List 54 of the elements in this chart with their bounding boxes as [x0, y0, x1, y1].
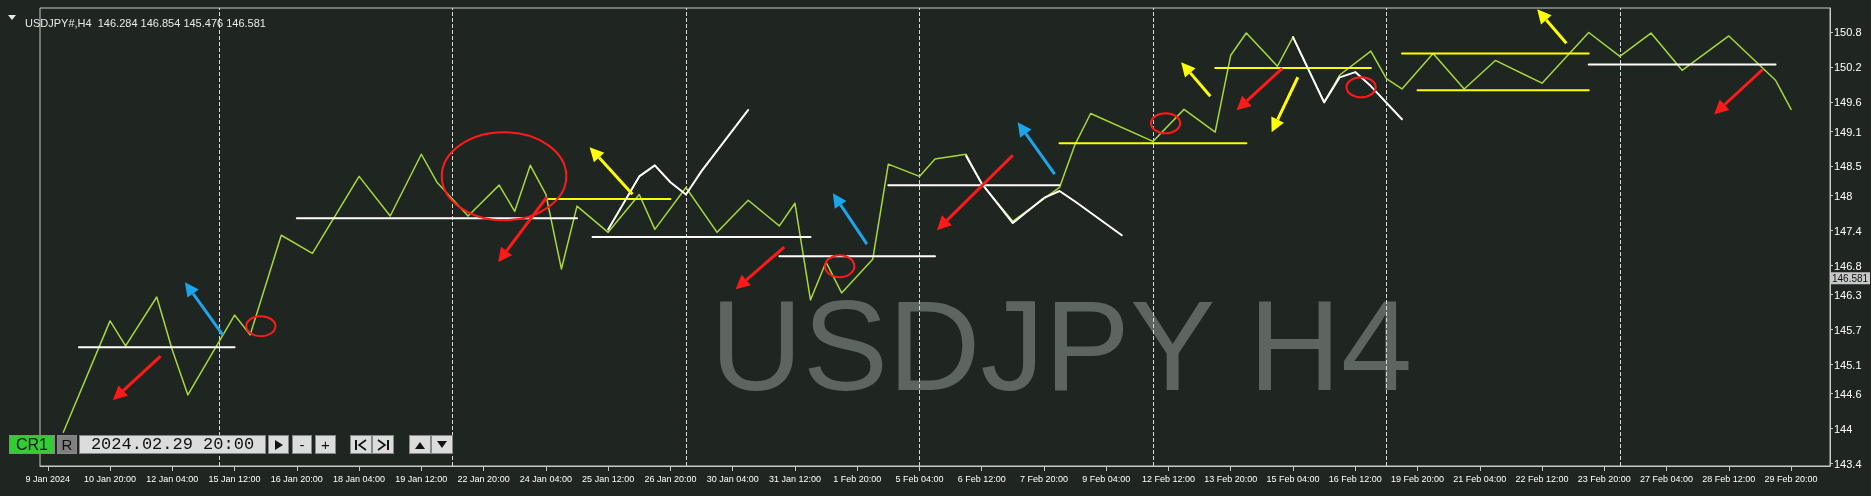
x-tick-label: 28 Feb 12:00 — [1702, 473, 1756, 484]
annotation: + — [321, 436, 330, 453]
x-tick-label: 27 Feb 04:00 — [1640, 473, 1694, 484]
y-tick-label: 148.5 — [1834, 160, 1862, 173]
x-tick-label: 15 Jan 12:00 — [208, 473, 261, 484]
annotation: USDJPY H4 — [710, 273, 1413, 417]
x-tick-label: 25 Jan 12:00 — [582, 473, 635, 484]
x-tick-label: 23 Feb 20:00 — [1577, 473, 1631, 484]
x-tick-label: 7 Feb 20:00 — [1019, 473, 1068, 484]
annotation: CR1 — [15, 435, 48, 454]
y-tick-label: 143.4 — [1834, 457, 1862, 470]
line-series — [607, 108, 750, 231]
annotation: - — [299, 436, 305, 453]
x-tick-label: 24 Jan 04:00 — [519, 473, 572, 484]
x-tick-label: 13 Feb 20:00 — [1204, 473, 1258, 484]
annotation: 2024.02.29 20:00 — [90, 435, 255, 454]
x-tick-label: 26 Jan 20:00 — [644, 473, 697, 484]
annotation: 146.581 — [1832, 272, 1869, 284]
x-tick-label: 19 Feb 20:00 — [1391, 473, 1445, 484]
line-series — [1292, 36, 1403, 121]
x-tick-label: 22 Feb 12:00 — [1515, 473, 1569, 484]
text: USDJPY#,H4 146.284 146.854 145.476 146.581 — [25, 16, 266, 29]
x-tick-label: 30 Jan 04:00 — [706, 473, 759, 484]
x-tick-label: 22 Jan 20:00 — [457, 473, 510, 484]
x-tick-label: 16 Jan 20:00 — [270, 473, 323, 484]
x-tick-label: 9 Feb 04:00 — [1082, 473, 1131, 484]
y-tick-label: 149.1 — [1834, 125, 1862, 138]
x-tick-label: 19 Jan 12:00 — [395, 473, 448, 484]
y-tick-label: 147.4 — [1834, 224, 1862, 237]
y-tick-label: 144 — [1834, 422, 1853, 435]
x-tick-label: 5 Feb 04:00 — [895, 473, 944, 484]
y-tick-label: 150.8 — [1834, 26, 1862, 39]
x-tick-label: 21 Feb 04:00 — [1453, 473, 1507, 484]
y-tick-label: 150.2 — [1834, 61, 1862, 74]
annotation: R — [61, 436, 73, 453]
x-tick-label: 10 Jan 20:00 — [84, 473, 137, 484]
y-tick-label: 146.8 — [1834, 259, 1862, 272]
y-tick-label: 145.7 — [1834, 323, 1862, 336]
x-tick-label: 18 Jan 04:00 — [333, 473, 386, 484]
x-tick-label: 6 Feb 12:00 — [957, 473, 1006, 484]
y-tick-label: 148 — [1834, 189, 1853, 202]
x-tick-label: 16 Feb 12:00 — [1328, 473, 1382, 484]
y-tick-label: 146.3 — [1834, 288, 1862, 301]
x-tick-label: 29 Feb 20:00 — [1764, 473, 1818, 484]
x-tick-label: 1 Feb 20:00 — [833, 473, 882, 484]
x-tick-label: 31 Jan 12:00 — [768, 473, 821, 484]
x-tick-label: 9 Jan 2024 — [25, 473, 71, 484]
x-tick-label: 12 Jan 04:00 — [146, 473, 199, 484]
x-tick-label: 15 Feb 04:00 — [1266, 473, 1320, 484]
y-tick-label: 149.6 — [1834, 96, 1862, 109]
line-series — [62, 31, 1792, 433]
y-tick-label: 145.1 — [1834, 358, 1862, 371]
x-tick-label: 12 Feb 12:00 — [1141, 473, 1195, 484]
y-tick-label: 144.6 — [1834, 387, 1862, 400]
